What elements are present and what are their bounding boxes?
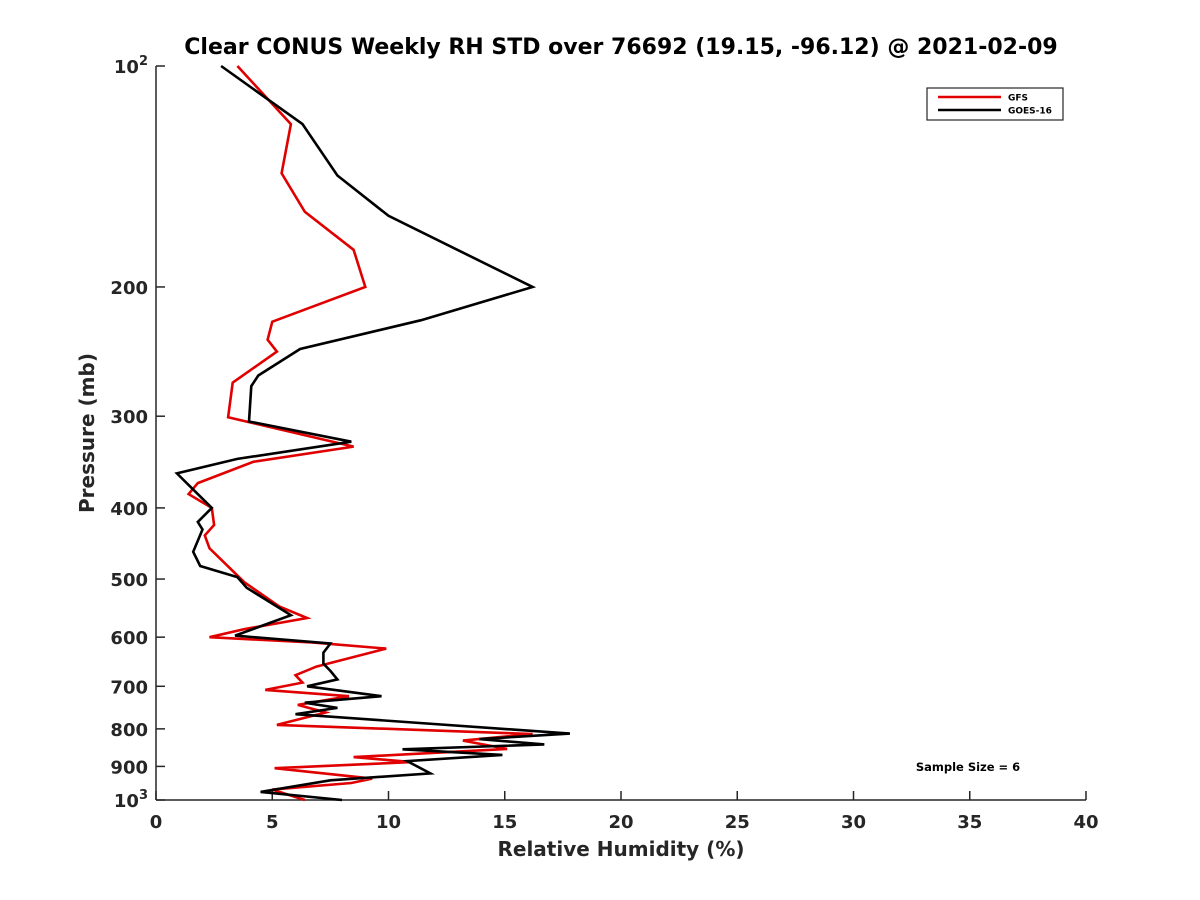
- series-line-gfs: [186, 65, 533, 802]
- y-tick-label: 900: [110, 757, 148, 778]
- y-tick-label: 700: [110, 677, 148, 698]
- y-axis-label: Pressure (mb): [75, 353, 99, 513]
- legend: GFS GOES-16: [926, 87, 1064, 121]
- x-tick-label: 25: [725, 812, 750, 833]
- y-tick-label: 600: [110, 628, 148, 649]
- chart-title: Clear CONUS Weekly RH STD over 76692 (19…: [184, 35, 1057, 60]
- x-tick-label: 15: [492, 812, 517, 833]
- y-ticks: 102 200 300 400 500 600 700 800 900 103: [110, 54, 165, 812]
- x-ticks: 0 5 10 15 20 25 30 35 40: [150, 791, 1099, 833]
- y-tick-label: 800: [110, 720, 148, 741]
- x-tick-label: 40: [1073, 812, 1098, 833]
- legend-label-goes16: GOES-16: [1008, 107, 1052, 117]
- y-tick-label: 500: [110, 570, 148, 591]
- x-tick-label: 5: [266, 812, 279, 833]
- y-tick-label: 200: [110, 278, 148, 299]
- y-tick-label: 103: [114, 788, 148, 812]
- sample-size-annotation: Sample Size = 6: [916, 760, 1020, 774]
- x-tick-label: 0: [150, 812, 163, 833]
- legend-box: [926, 87, 1064, 121]
- x-tick-label: 30: [841, 812, 866, 833]
- series-line-goes16: [174, 64, 570, 802]
- x-tick-label: 20: [608, 812, 633, 833]
- y-tick-label: 300: [110, 407, 148, 428]
- x-axis-label: Relative Humidity (%): [497, 837, 744, 861]
- y-tick-label: 102: [114, 54, 148, 78]
- x-tick-label: 10: [376, 812, 401, 833]
- x-tick-label: 35: [957, 812, 982, 833]
- series-layer: [174, 64, 570, 802]
- y-tick-label: 400: [110, 499, 148, 520]
- legend-label-gfs: GFS: [1008, 94, 1028, 104]
